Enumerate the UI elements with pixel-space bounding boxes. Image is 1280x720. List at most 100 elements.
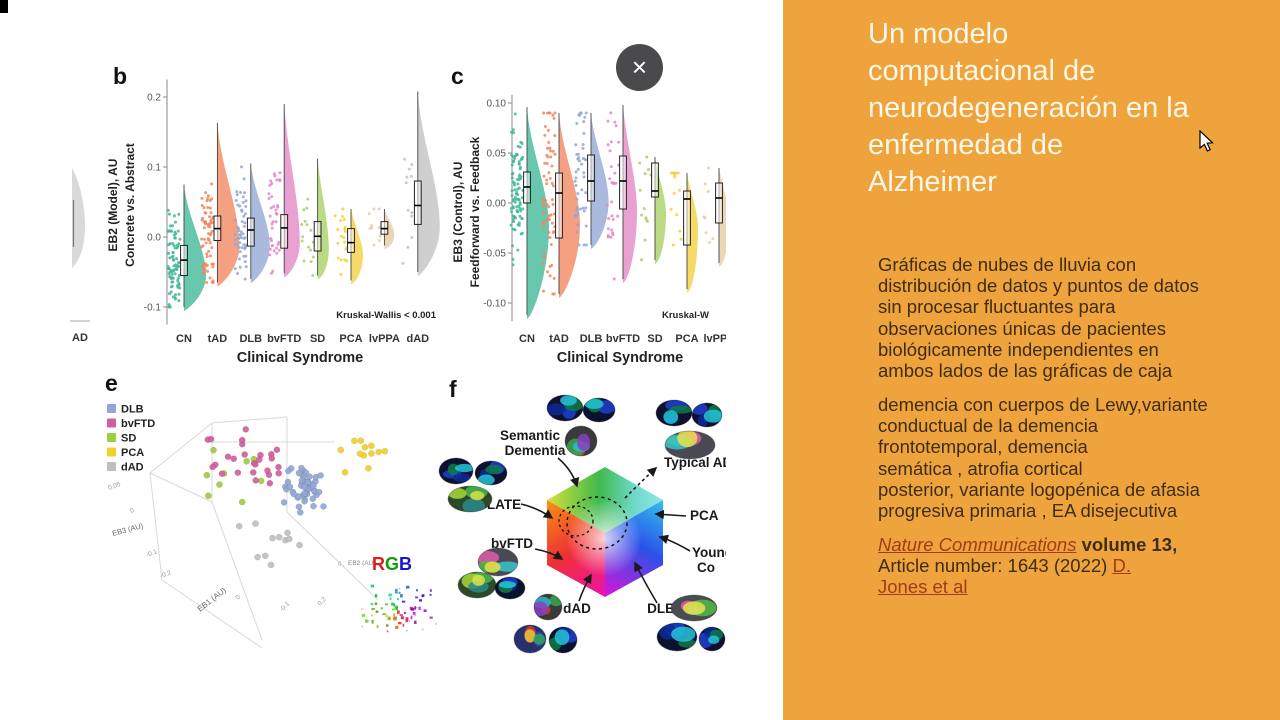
- journal-link[interactable]: Nature Communications: [878, 534, 1077, 555]
- svg-text:dAD: dAD: [406, 333, 429, 345]
- svg-text:0.05: 0.05: [487, 149, 507, 160]
- citation-volume: volume 13,: [1081, 534, 1178, 555]
- citation: Nature Communications volume 13, Article…: [878, 534, 1263, 598]
- slide-panel: Un modelo computacional de neurodegenera…: [783, 0, 1280, 720]
- panel-c-raincloud: c 0.10 0.05 0.00 -0.05 -0.10 EB3 (Control), AU…: [451, 63, 735, 366]
- brain-image: [458, 572, 496, 598]
- brain-image: [699, 627, 725, 651]
- svg-text:CN: CN: [176, 333, 192, 345]
- svg-text:Kruskal-Wallis < 0.001: Kruskal-Wallis < 0.001: [336, 310, 436, 321]
- svg-text:0.00: 0.00: [487, 199, 507, 210]
- svg-text:EB2 (Model), AU: EB2 (Model), AU: [106, 159, 120, 252]
- svg-text:0.2: 0.2: [147, 93, 161, 104]
- svg-text:AD: AD: [72, 332, 88, 344]
- svg-text:SD: SD: [121, 433, 136, 445]
- svg-text:bvFTD: bvFTD: [267, 333, 301, 345]
- figure-panels: b 0.2 0.1 0.0 -0.1 EB2 (Model), AU Concrete vs…: [70, 63, 735, 654]
- brain-image: [514, 625, 546, 653]
- brain-image: [583, 398, 615, 422]
- svg-text:0.0: 0.0: [147, 233, 161, 244]
- svg-text:PCA: PCA: [339, 333, 362, 345]
- authors-link[interactable]: D. Jones et al: [878, 555, 1131, 598]
- svg-text:0: 0: [129, 507, 135, 515]
- svg-text:tAD: tAD: [208, 333, 228, 345]
- close-icon: ×: [631, 51, 648, 82]
- svg-text:CN: CN: [519, 333, 535, 345]
- svg-text:lvPPA: lvPPA: [704, 333, 735, 345]
- brain-image: [692, 403, 722, 427]
- svg-text:PCA: PCA: [675, 333, 698, 345]
- svg-text:0.2: 0.2: [316, 596, 328, 608]
- svg-text:f: f: [449, 376, 457, 402]
- svg-text:DLB: DLB: [647, 601, 675, 616]
- svg-text:dAD: dAD: [563, 601, 591, 616]
- brain-image: [657, 623, 697, 651]
- svg-text:0.05: 0.05: [107, 481, 122, 492]
- brain-image: [475, 461, 507, 485]
- svg-text:EB2 (AU): EB2 (AU): [348, 560, 375, 567]
- svg-text:b: b: [113, 63, 127, 89]
- svg-text:Feedforward vs. Feedback: Feedforward vs. Feedback: [468, 136, 482, 287]
- svg-text:tAD: tAD: [549, 333, 569, 345]
- brain-image: [671, 595, 717, 621]
- svg-text:-0.1: -0.1: [145, 548, 158, 559]
- svg-text:bvFTD: bvFTD: [491, 536, 533, 551]
- svg-text:Clinical Syndrome: Clinical Syndrome: [237, 350, 364, 366]
- slide-title: Un modelo computacional de neurodegenera…: [868, 18, 1189, 198]
- brain-image: [439, 458, 473, 484]
- svg-text:RGB: RGB: [372, 554, 412, 574]
- svg-text:DLB: DLB: [239, 333, 262, 345]
- svg-text:Typical AD: Typical AD: [664, 455, 733, 470]
- svg-text:LATE: LATE: [487, 497, 521, 512]
- panel-b-raincloud: b 0.2 0.1 0.0 -0.1 EB2 (Model), AU Concrete vs…: [106, 63, 440, 366]
- svg-text:Concrete vs. Abstract: Concrete vs. Abstract: [123, 143, 137, 267]
- brain-image: [478, 548, 518, 576]
- brain-image: [665, 431, 715, 459]
- svg-text:Clinical Syndrome: Clinical Syndrome: [557, 350, 684, 366]
- panel-f-cube-diagram: f Semantic Dementia Typical AD LATE PCA bvFTD d…: [438, 376, 733, 654]
- svg-text:EB3 (AU): EB3 (AU): [111, 521, 144, 538]
- svg-text:lvPPA: lvPPA: [369, 333, 400, 345]
- svg-text:-0.1: -0.1: [144, 303, 162, 314]
- svg-text:DLB: DLB: [121, 404, 144, 416]
- svg-text:PCA: PCA: [690, 508, 719, 523]
- svg-text:DLB: DLB: [580, 333, 603, 345]
- figure-root: b 0.2 0.1 0.0 -0.1 EB2 (Model), AU Concrete vs…: [70, 63, 735, 654]
- brain-image: [448, 486, 492, 512]
- svg-text:0: 0: [234, 594, 242, 602]
- mouse-cursor: [1199, 130, 1214, 152]
- body-paragraph-2: demencia con cuerpos de Lewy,variante co…: [878, 394, 1208, 522]
- citation-article: Article number: 1643 (2022): [878, 555, 1113, 577]
- svg-text:SD: SD: [647, 333, 662, 345]
- brain-image: [565, 426, 597, 456]
- svg-text:PCA: PCA: [121, 447, 144, 459]
- svg-text:-0.10: -0.10: [483, 299, 506, 310]
- body-paragraph-1: Gráficas de nubes de lluvia con distribu…: [878, 254, 1199, 382]
- svg-text:-0.05: -0.05: [483, 249, 506, 260]
- svg-text:bvFTD: bvFTD: [606, 333, 640, 345]
- close-button[interactable]: ×: [616, 44, 663, 91]
- svg-text:dAD: dAD: [121, 462, 144, 474]
- svg-text:-0.2: -0.2: [159, 569, 172, 580]
- svg-text:c: c: [451, 63, 464, 89]
- brain-image: [656, 400, 692, 426]
- svg-text:0.1: 0.1: [147, 163, 161, 174]
- svg-text:EB3 (Control), AU: EB3 (Control), AU: [451, 162, 465, 263]
- svg-text:SD: SD: [310, 333, 325, 345]
- brain-image: [547, 395, 583, 421]
- svg-text:0 ,: 0 ,: [338, 562, 345, 568]
- svg-text:e: e: [105, 370, 118, 396]
- panel-a-fragment: AD: [70, 168, 90, 344]
- corner-artifact: [0, 0, 8, 13]
- brain-image: [534, 594, 562, 620]
- svg-text:bvFTD: bvFTD: [121, 418, 155, 430]
- svg-text:0.10: 0.10: [487, 99, 507, 110]
- svg-text:EB1 (AU): EB1 (AU): [196, 585, 228, 613]
- svg-text:-0.1: -0.1: [278, 600, 291, 613]
- svg-text:Kruskal-W: Kruskal-W: [662, 310, 709, 321]
- brain-image: [495, 577, 525, 599]
